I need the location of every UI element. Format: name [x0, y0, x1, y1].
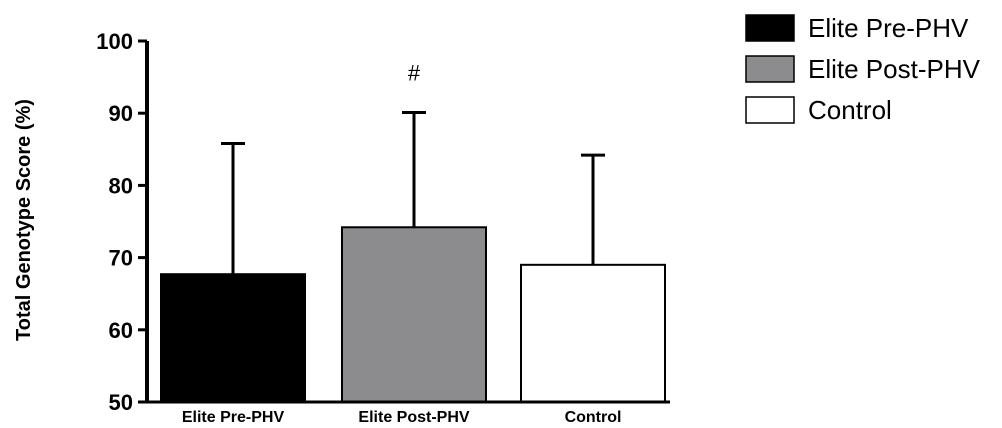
y-tick-label-60: 60 — [109, 318, 133, 343]
x-axis: Elite Pre-PHV Elite Post-PHV Control — [147, 400, 670, 426]
x-tick-label-control: Control — [565, 409, 622, 426]
y-tick-label-100: 100 — [96, 29, 133, 54]
legend-label-elite-pre-phv: Elite Pre-PHV — [808, 13, 969, 43]
y-tick-label-80: 80 — [109, 173, 133, 198]
y-tick-label-90: 90 — [109, 101, 133, 126]
y-axis: 50 60 70 80 90 100 — [96, 29, 149, 415]
plot-area: # — [160, 60, 666, 403]
legend: Elite Pre-PHV Elite Post-PHV Control — [745, 13, 981, 125]
x-tick-label-elite-pre-phv: Elite Pre-PHV — [182, 409, 285, 426]
y-tick-label-70: 70 — [109, 246, 133, 271]
legend-label-control: Control — [808, 95, 892, 125]
y-axis-label: Total Genotype Score (%) — [13, 99, 35, 341]
legend-swatch-control — [745, 96, 795, 124]
y-tick-label-50: 50 — [109, 390, 133, 415]
legend-label-elite-post-phv: Elite Post-PHV — [808, 54, 981, 84]
bar-elite-post-phv — [341, 226, 487, 403]
legend-swatch-elite-post-phv — [745, 55, 795, 83]
legend-swatch-elite-pre-phv — [745, 14, 795, 42]
bar-elite-pre-phv — [160, 273, 306, 403]
bar-control — [520, 263, 666, 403]
x-tick-label-elite-post-phv: Elite Post-PHV — [358, 409, 469, 426]
significance-marker: # — [408, 60, 421, 85]
